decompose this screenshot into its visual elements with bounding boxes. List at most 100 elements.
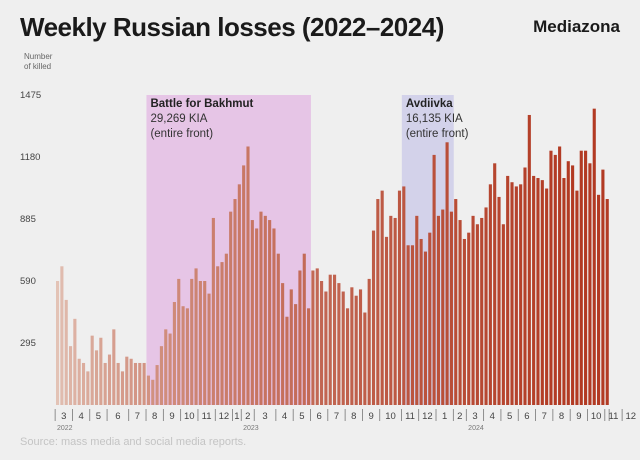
bar — [510, 182, 514, 405]
x-tick-label: 3 — [262, 411, 267, 422]
bar — [146, 375, 151, 405]
bar — [497, 196, 501, 405]
y-tick-label: 295 — [20, 338, 36, 349]
bar — [190, 278, 194, 405]
bar — [203, 281, 207, 405]
bar — [553, 154, 557, 405]
bar — [462, 238, 466, 405]
x-tick-label: 8 — [351, 411, 356, 422]
bar — [527, 114, 531, 406]
bar — [441, 209, 445, 405]
bar — [250, 220, 254, 405]
bar — [246, 146, 250, 406]
bar — [549, 150, 553, 405]
x-tick-label: 9 — [368, 411, 373, 422]
bar — [289, 289, 293, 405]
bar — [268, 220, 272, 405]
bar — [540, 180, 544, 405]
x-tick-label: 8 — [152, 411, 157, 422]
x-tick-label: 9 — [169, 411, 174, 422]
x-tick-label: 12 — [625, 411, 636, 422]
bar — [103, 362, 107, 405]
bar — [484, 207, 488, 405]
bar — [358, 289, 363, 405]
bar — [64, 299, 68, 405]
bar — [194, 268, 198, 405]
bar — [506, 175, 510, 405]
x-tick-label: 4 — [282, 411, 287, 422]
annotation-kia: 16,135 KIA — [406, 113, 463, 125]
bar — [233, 199, 237, 405]
bar — [597, 194, 601, 405]
bar — [125, 356, 129, 405]
annotation-title: Battle for Bakhmut — [150, 98, 253, 110]
bar — [198, 281, 202, 405]
x-tick-label: 4 — [78, 411, 83, 422]
y-tick-label: 885 — [20, 214, 36, 225]
bar — [350, 287, 354, 405]
x-tick-label: 3 — [472, 411, 477, 422]
y-tick-label: 1475 — [20, 90, 41, 101]
x-tick-label: 12 — [219, 411, 230, 422]
bar — [302, 253, 306, 405]
bar — [571, 165, 575, 405]
bar — [345, 308, 350, 405]
bar — [558, 146, 562, 406]
annotation-note: (entire front) — [150, 128, 213, 140]
x-tick-label: 6 — [115, 411, 120, 422]
bar — [410, 245, 415, 405]
chart-title: Weekly Russian losses (2022–2024) — [20, 12, 444, 42]
bar — [320, 281, 324, 405]
bar — [138, 362, 142, 405]
x-tick-label: 8 — [559, 411, 564, 422]
bar — [428, 232, 432, 405]
bar — [99, 337, 103, 405]
bar — [86, 371, 90, 405]
bar — [592, 108, 596, 406]
bar — [112, 329, 116, 405]
x-tick-label: 9 — [576, 411, 581, 422]
bar — [397, 190, 402, 405]
bar — [406, 245, 410, 405]
x-tick-label: 6 — [317, 411, 322, 422]
bar — [272, 228, 276, 405]
bar — [155, 365, 159, 405]
y-axis-title: of killed — [24, 62, 51, 71]
bar — [415, 215, 419, 405]
bar — [389, 215, 393, 405]
bar — [393, 217, 397, 405]
bar — [73, 318, 77, 405]
bar — [133, 362, 138, 405]
bar — [475, 224, 479, 405]
y-tick-label: 590 — [20, 276, 36, 287]
bar — [263, 215, 267, 405]
bar — [294, 304, 298, 405]
highlight-region — [401, 95, 454, 405]
x-tick-label: 6 — [524, 411, 529, 422]
bar — [566, 161, 570, 405]
annotation-title: Avdiivka — [406, 98, 453, 110]
bar — [276, 253, 280, 405]
bar — [315, 268, 319, 405]
bar — [255, 228, 259, 405]
bar — [81, 362, 86, 405]
bar — [324, 291, 328, 405]
bar — [185, 308, 189, 405]
bar — [216, 266, 220, 405]
y-axis-title: Number — [24, 52, 53, 61]
bar — [151, 379, 155, 405]
bar — [120, 371, 125, 405]
bar — [384, 236, 389, 405]
bar — [545, 188, 549, 405]
bar — [436, 215, 440, 405]
source-note: Source: mass media and social media repo… — [20, 436, 247, 448]
bar — [376, 199, 380, 405]
brand-logo: Mediazona — [533, 17, 620, 36]
x-tick-label: 3 — [61, 411, 66, 422]
x-tick-label: 10 — [385, 411, 396, 422]
x-tick-label: 11 — [405, 411, 415, 422]
x-tick-label: 7 — [334, 411, 339, 422]
bar — [579, 150, 583, 405]
